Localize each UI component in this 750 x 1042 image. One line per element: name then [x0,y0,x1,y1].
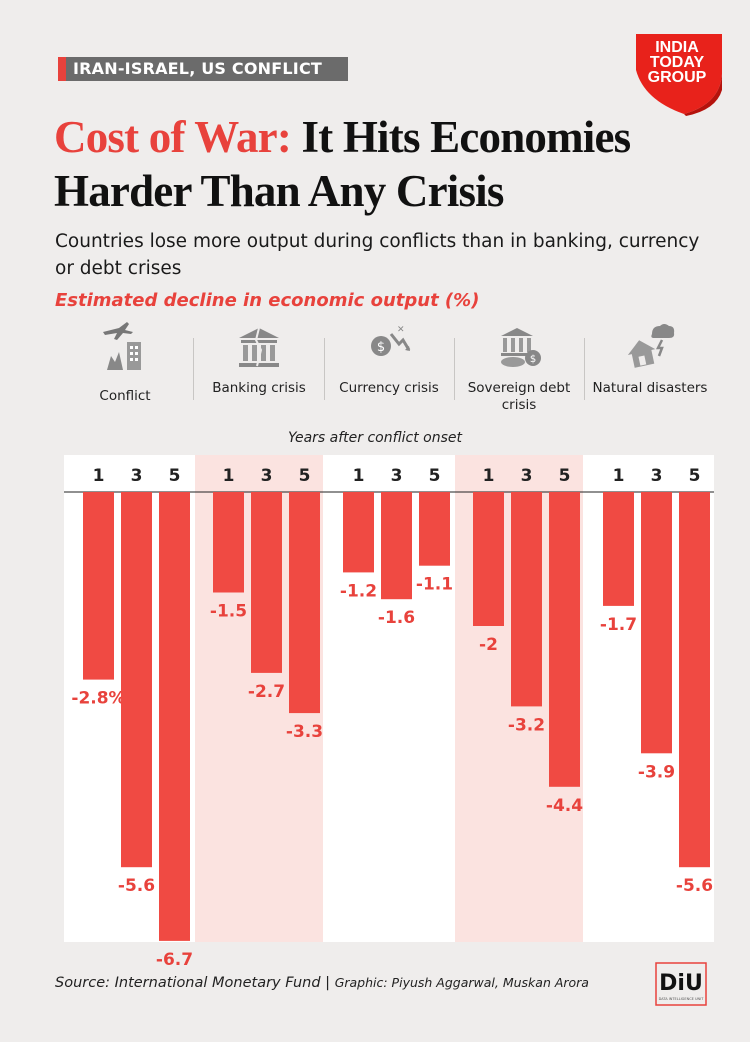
value-label: -2.7 [248,682,285,702]
year-tick-label: 1 [613,466,625,486]
year-tick-label: 5 [169,466,181,486]
category-currency: $ ✕ Currency crisis [324,320,454,397]
value-label: -6.7 [156,950,193,970]
value-label: -2 [479,635,498,655]
category-label: Natural disasters [592,380,708,396]
disaster-icon [627,324,675,368]
category-label: Currency crisis [339,380,439,396]
bar [213,492,244,593]
debt-icon: $ [501,328,541,367]
bar [603,492,634,606]
bar [679,492,710,868]
category-label: Banking crisis [212,380,306,396]
diu-logo: DiU DATA INTELLIGENCE UNIT [655,962,707,1006]
year-tick-label: 1 [353,466,365,486]
year-tick-label: 5 [689,466,701,486]
page-title: Cost of War: It Hits Economies Harder Th… [54,110,694,218]
divider [324,338,325,400]
year-tick-label: 5 [299,466,311,486]
category-natural-disasters: Natural disasters [585,320,715,397]
year-tick-label: 3 [391,466,403,486]
currency-icon: $ ✕ [371,325,411,356]
year-tick-label: 3 [651,466,663,486]
title-accent: Cost of War: [54,112,292,162]
category-label: Sovereign debt crisis [467,380,571,413]
divider [454,338,455,400]
value-label: -1.6 [378,608,415,628]
tag-accent-bar [58,57,66,81]
category-conflict: Conflict [60,320,190,405]
value-label: -1.1 [416,575,453,595]
value-label: -1.7 [600,615,637,635]
value-label: -5.6 [676,876,713,896]
value-label: -4.4 [546,796,583,816]
divider [584,338,585,400]
title-line2: Harder Than Any Crisis [54,166,504,216]
value-label: -3.3 [286,722,323,742]
year-tick-label: 1 [93,466,105,486]
bar [159,492,190,941]
bar [419,492,450,566]
india-today-logo [636,34,722,116]
bar [251,492,282,673]
bar [549,492,580,787]
value-label: -1.5 [210,602,247,622]
bar [641,492,672,754]
source-text: Source: International Monetary Fund | [55,975,335,991]
metric-label: Estimated decline in economic output (%) [55,290,480,311]
x-axis-caption: Years after conflict onset [287,430,463,446]
subtitle: Countries lose more output during confli… [55,231,700,279]
bar [473,492,504,626]
year-tick-label: 1 [483,466,495,486]
year-tick-label: 1 [223,466,235,486]
conflict-icon [103,322,141,370]
value-label: -3.2 [508,715,545,735]
svg-text:$: $ [377,340,385,355]
bank-icon [239,327,279,367]
graphic-credit: Graphic: Piyush Aggarwal, Muskan Arora [334,975,589,990]
year-tick-label: 5 [559,466,571,486]
svg-text:✕: ✕ [397,325,405,335]
value-label: -5.6 [118,876,155,896]
year-tick-label: 3 [261,466,273,486]
diu-logo-subtext: DATA INTELLIGENCE UNIT [659,997,705,1001]
value-label: -2.8% [71,689,125,709]
category-label: Conflict [99,388,151,404]
bar [289,492,320,714]
bar [381,492,412,600]
diu-logo-text: DiU [659,971,703,996]
year-tick-label: 3 [521,466,533,486]
svg-text:$: $ [530,354,536,365]
bar [511,492,542,707]
bar [121,492,152,868]
bar [83,492,114,680]
topic-tag: IRAN-ISRAEL, US CONFLICT [58,57,348,81]
category-sovereign-debt: $ Sovereign debt crisis [454,320,584,414]
year-tick-label: 3 [131,466,143,486]
title-rest: It Hits Economies [301,112,632,162]
divider [193,338,194,400]
topic-tag-text: IRAN-ISRAEL, US CONFLICT [66,57,348,81]
category-banking: Banking crisis [194,320,324,397]
value-label: -1.2 [340,581,377,601]
value-label: -3.9 [638,762,675,782]
logo-text: INDIA TODAY GROUP [647,39,707,86]
source-credit: Source: International Monetary Fund | Gr… [55,975,589,991]
bar [343,492,374,573]
year-tick-label: 5 [429,466,441,486]
